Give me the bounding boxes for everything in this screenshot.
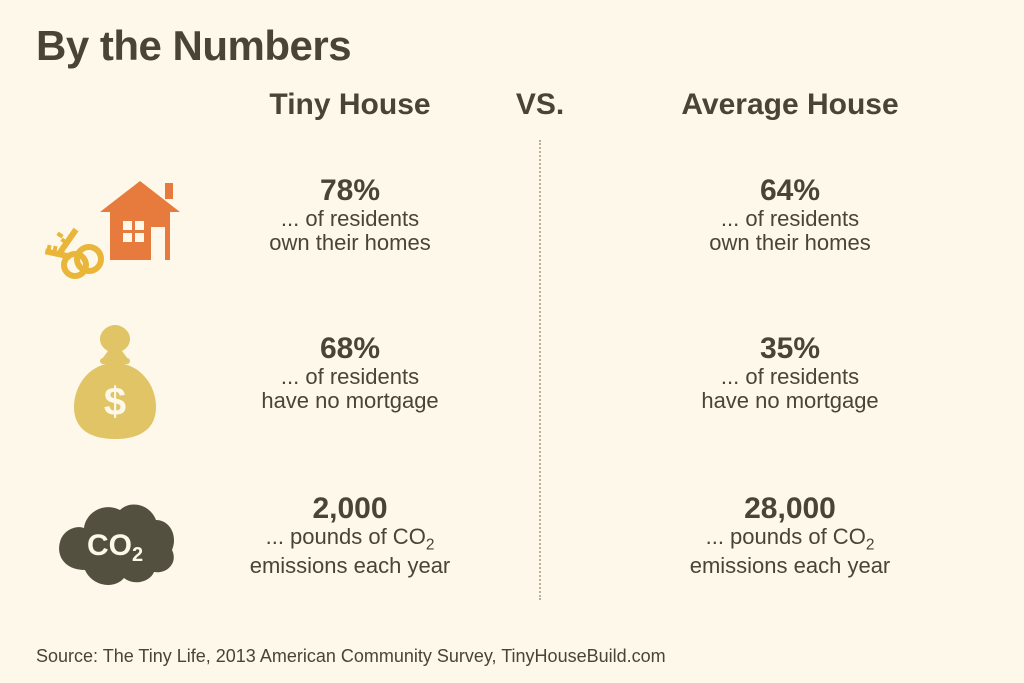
row-ownership: 78% ... of residentsown their homes 64% … [0,152,1024,302]
row-mortgage: $ 68% ... of residentshave no mortgage 3… [0,310,1024,460]
stat-description: ... pounds of CO2emissions each year [650,525,930,579]
stat-value: 2,000 [210,492,490,525]
stat-tiny-emissions: 2,000 ... pounds of CO2emissions each ye… [210,492,490,579]
stat-value: 64% [650,174,930,207]
house-keys-icon [30,152,200,302]
stat-avg-ownership: 64% ... of residentsown their homes [650,174,930,255]
page-title: By the Numbers [36,22,351,70]
stat-tiny-ownership: 78% ... of residentsown their homes [210,174,490,255]
money-bag-icon: $ [30,310,200,460]
stat-value: 68% [210,332,490,365]
stat-value: 35% [650,332,930,365]
column-header-vs: VS. [500,88,580,122]
stat-avg-emissions: 28,000 ... pounds of CO2emissions each y… [650,492,930,579]
stat-avg-mortgage: 35% ... of residentshave no mortgage [650,332,930,413]
stat-tiny-mortgage: 68% ... of residentshave no mortgage [210,332,490,413]
row-emissions: CO2 2,000 ... pounds of CO2emissions eac… [0,470,1024,620]
co2-cloud-icon: CO2 [30,470,200,620]
stat-value: 28,000 [650,492,930,525]
stat-value: 78% [210,174,490,207]
column-header-tiny-house: Tiny House [220,88,480,122]
stat-description: ... of residentsown their homes [210,207,490,255]
column-header-average-house: Average House [640,88,940,122]
stat-description: ... of residentshave no mortgage [650,365,930,413]
stat-description: ... pounds of CO2emissions each year [210,525,490,579]
source-citation: Source: The Tiny Life, 2013 American Com… [36,646,666,667]
stat-description: ... of residentshave no mortgage [210,365,490,413]
svg-text:$: $ [104,380,126,424]
stat-description: ... of residentsown their homes [650,207,930,255]
